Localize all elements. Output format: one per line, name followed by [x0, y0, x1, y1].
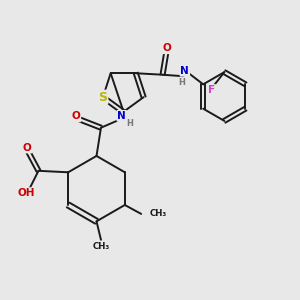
Text: S: S [98, 91, 107, 104]
Text: O: O [72, 111, 80, 122]
Text: O: O [23, 142, 32, 153]
Text: CH₃: CH₃ [149, 209, 167, 218]
Text: H: H [127, 119, 134, 128]
Text: F: F [208, 85, 215, 95]
Text: N: N [117, 111, 126, 121]
Text: O: O [162, 43, 171, 53]
Text: OH: OH [17, 188, 35, 198]
Text: CH₃: CH₃ [92, 242, 110, 251]
Text: H: H [178, 78, 185, 87]
Text: N: N [181, 66, 189, 76]
